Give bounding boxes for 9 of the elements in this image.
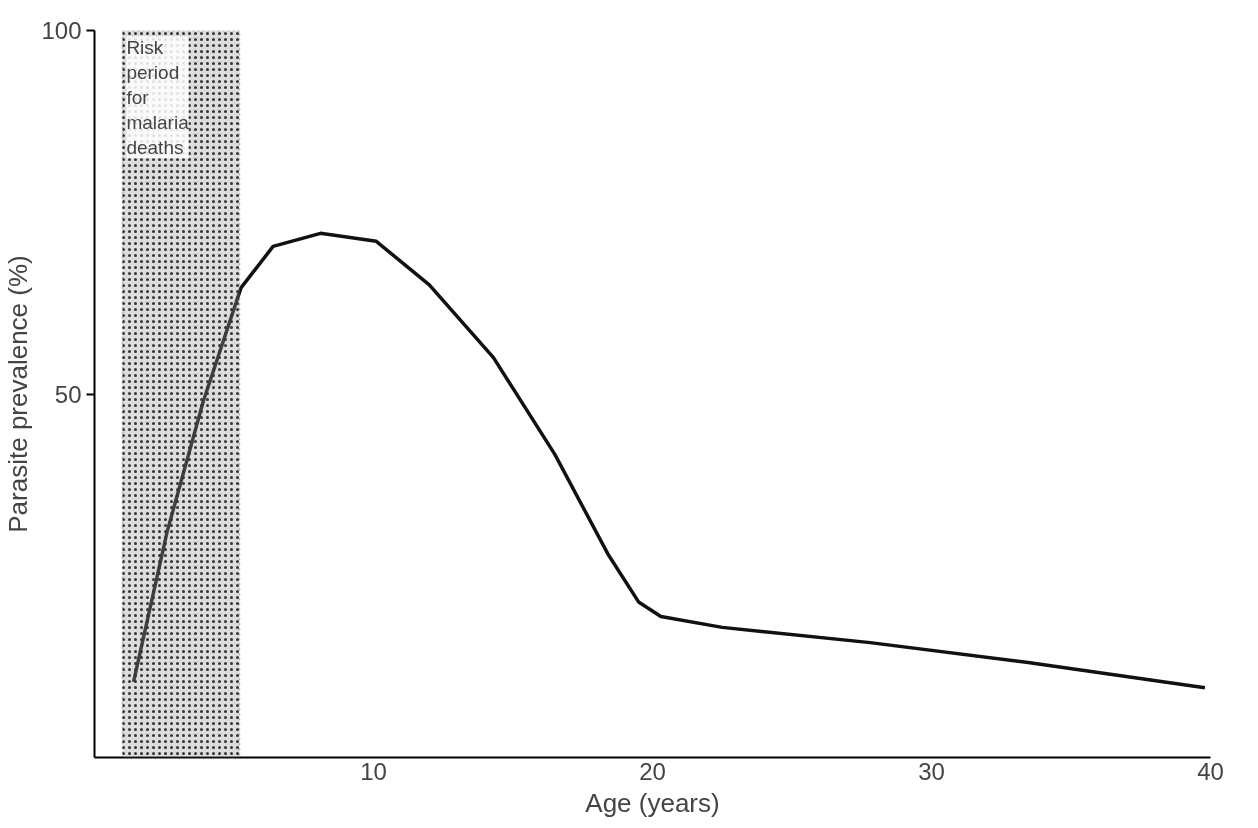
band-label: Risk period for malaria deaths: [126, 36, 190, 159]
y-tick-label: 100: [41, 17, 82, 44]
x-axis-title: Age (years): [585, 787, 720, 818]
x-tick-label: 10: [360, 757, 387, 785]
y-axis-title: Parasite prevalence (%): [3, 255, 34, 533]
y-tick-label: 50: [54, 380, 82, 408]
x-tick-label: 30: [918, 757, 945, 785]
x-tick-label: 40: [1197, 757, 1224, 785]
x-tick-label: 20: [639, 757, 666, 785]
